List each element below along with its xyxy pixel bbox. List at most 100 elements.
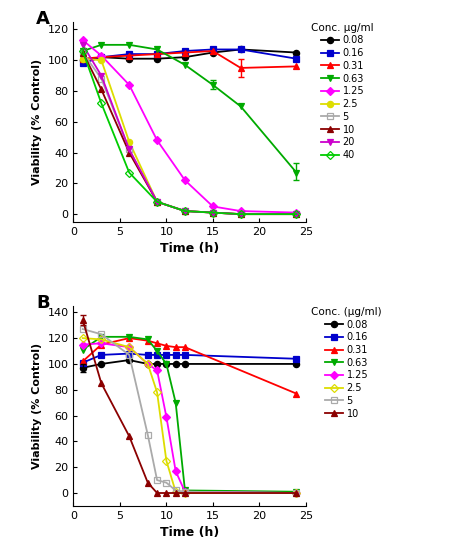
0.31 [238, 65, 244, 71]
40 [238, 211, 244, 218]
1.25 [293, 209, 299, 216]
5 [182, 208, 188, 214]
2.5 [164, 458, 169, 464]
1.25 [154, 367, 160, 374]
5 [238, 211, 244, 218]
2.5 [238, 211, 244, 218]
Line: 10: 10 [80, 50, 300, 217]
2.5 [127, 344, 132, 350]
1.25 [145, 361, 151, 367]
0.31 [293, 63, 299, 70]
Y-axis label: Viability (% Control): Viability (% Control) [32, 59, 42, 185]
0.63 [182, 487, 188, 494]
2.5 [80, 55, 86, 62]
Line: 0.31: 0.31 [80, 335, 300, 397]
0.31 [127, 335, 132, 342]
40 [210, 209, 216, 216]
1.25 [80, 37, 86, 44]
0.08 [238, 46, 244, 53]
10 [99, 380, 104, 387]
Line: 2.5: 2.5 [80, 335, 300, 496]
2.5 [145, 361, 151, 367]
10 [293, 211, 299, 218]
0.08 [127, 357, 132, 363]
0.16 [182, 351, 188, 358]
0.08 [80, 57, 86, 64]
0.16 [99, 351, 104, 358]
1.25 [154, 137, 160, 144]
5 [127, 146, 132, 153]
0.63 [210, 82, 216, 88]
0.31 [99, 54, 104, 60]
Line: 2.5: 2.5 [80, 55, 300, 217]
10 [182, 490, 188, 496]
0.63 [293, 489, 299, 495]
0.08 [154, 55, 160, 62]
2.5 [173, 489, 179, 495]
0.16 [80, 60, 86, 66]
Legend: 0.08, 0.16, 0.31, 0.63, 1.25, 2.5, 5, 10: 0.08, 0.16, 0.31, 0.63, 1.25, 2.5, 5, 10 [310, 306, 383, 419]
0.16 [80, 360, 86, 366]
0.63 [99, 333, 104, 340]
0.16 [145, 351, 151, 358]
0.08 [154, 361, 160, 367]
0.63 [99, 41, 104, 48]
20 [210, 209, 216, 216]
0.31 [210, 48, 216, 54]
10 [154, 490, 160, 496]
Line: 10: 10 [80, 317, 300, 496]
0.63 [127, 333, 132, 340]
20 [182, 208, 188, 214]
0.63 [164, 361, 169, 367]
Line: 0.16: 0.16 [80, 350, 300, 366]
1.25 [80, 341, 86, 348]
0.31 [80, 358, 86, 364]
40 [80, 48, 86, 54]
0.63 [293, 169, 299, 176]
0.16 [154, 351, 160, 358]
0.16 [127, 51, 132, 57]
0.31 [182, 50, 188, 56]
2.5 [210, 209, 216, 216]
20 [127, 146, 132, 153]
0.08 [173, 361, 179, 367]
1.25 [182, 489, 188, 495]
5 [182, 489, 188, 495]
0.31 [164, 343, 169, 349]
10 [154, 199, 160, 205]
0.31 [80, 55, 86, 62]
0.08 [80, 364, 86, 371]
1.25 [99, 340, 104, 347]
Line: 40: 40 [80, 48, 300, 217]
0.16 [154, 51, 160, 57]
5 [164, 479, 169, 486]
10 [238, 211, 244, 218]
X-axis label: Time (h): Time (h) [160, 527, 219, 539]
Line: 0.63: 0.63 [80, 333, 300, 495]
1.25 [173, 468, 179, 474]
5 [99, 76, 104, 82]
20 [293, 211, 299, 218]
0.08 [99, 361, 104, 367]
0.16 [293, 55, 299, 62]
40 [182, 208, 188, 214]
0.31 [182, 344, 188, 350]
5 [154, 199, 160, 205]
0.08 [164, 361, 169, 367]
Line: 0.08: 0.08 [80, 357, 300, 371]
0.08 [210, 50, 216, 56]
10 [173, 490, 179, 496]
X-axis label: Time (h): Time (h) [160, 242, 219, 255]
2.5 [154, 389, 160, 395]
1.25 [99, 52, 104, 59]
1.25 [293, 490, 299, 496]
40 [99, 100, 104, 107]
2.5 [80, 335, 86, 342]
20 [99, 72, 104, 79]
1.25 [127, 344, 132, 350]
0.63 [80, 347, 86, 353]
0.08 [293, 361, 299, 367]
2.5 [293, 490, 299, 496]
1.25 [238, 208, 244, 214]
0.16 [182, 48, 188, 54]
